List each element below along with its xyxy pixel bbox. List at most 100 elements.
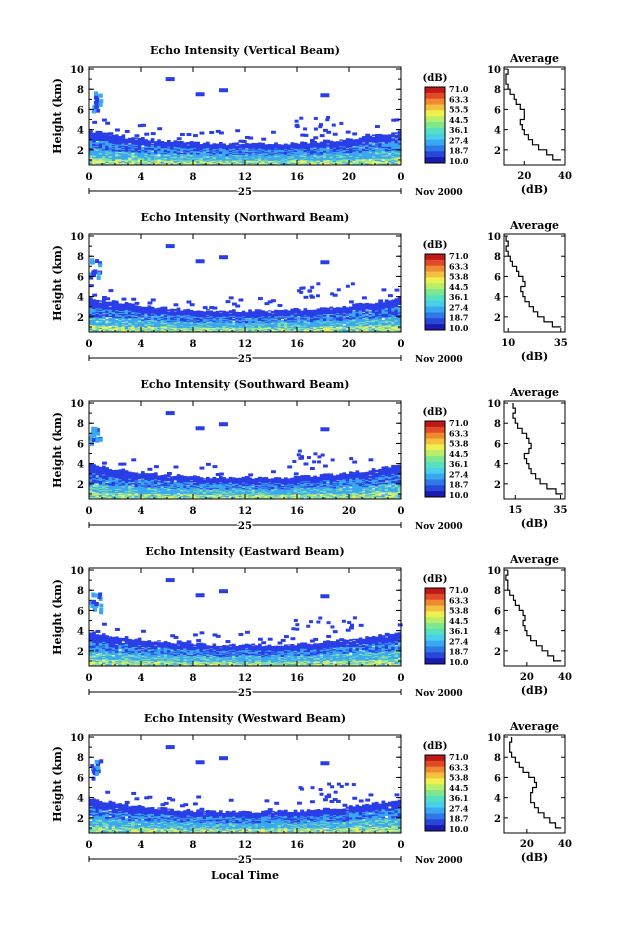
echo-cell: [173, 148, 178, 150]
echo-cell: [212, 144, 217, 146]
echo-cell: [261, 155, 265, 157]
echo-cell: [180, 146, 184, 148]
echo-cell: [287, 161, 291, 163]
echo-cell: [342, 305, 347, 308]
echo-cell: [131, 320, 135, 323]
echo-cell: [160, 316, 165, 318]
echo-cell: [121, 143, 126, 145]
echo-cell: [137, 151, 142, 153]
echo-cell: [108, 142, 113, 145]
echo-cell: [228, 151, 233, 153]
y-tick-label: 4: [77, 126, 84, 137]
echo-cell: [215, 145, 220, 148]
echo-cell: [196, 156, 200, 158]
echo-cell: [329, 142, 334, 144]
echo-cell: [176, 313, 181, 315]
echo-cell: [108, 314, 113, 317]
echo-cell: [134, 152, 139, 154]
echo-cell: [209, 149, 213, 151]
echo-cell: [306, 151, 311, 153]
echo-cell: [297, 152, 301, 154]
echo-cell: [219, 152, 223, 154]
echo-cell: [170, 158, 174, 160]
echo-cell: [157, 323, 161, 325]
echo-cell: [144, 161, 148, 163]
echo-cell: [176, 150, 181, 152]
echo-cell: [271, 152, 275, 154]
echo-cell: [186, 149, 191, 151]
echo-cell: [137, 323, 142, 325]
echo-cell: [316, 163, 321, 165]
echo-cell: [134, 144, 139, 146]
echo-cell: [297, 145, 301, 147]
echo-cell: [147, 155, 152, 157]
echo-cell: [186, 162, 191, 164]
echo-cell: [134, 327, 139, 329]
echo-cell: [225, 153, 230, 155]
echo-cell: [274, 162, 278, 164]
echo-cell: [342, 154, 347, 156]
echo-cell: [306, 322, 311, 324]
echo-cell: [137, 141, 142, 144]
echo-cell: [131, 308, 135, 311]
echo-cell: [306, 144, 311, 147]
echo-cell: [313, 153, 317, 155]
echo-cell: [98, 329, 103, 332]
echo-cell: [134, 145, 139, 147]
echo-cell: [157, 161, 161, 163]
echo-cell: [316, 154, 321, 156]
echo-cell: [358, 162, 363, 164]
echo-cell: [267, 146, 272, 149]
echo-cell: [147, 312, 152, 315]
echo-cell: [154, 160, 158, 162]
echo-cell: [183, 153, 187, 155]
echo-cell: [98, 319, 103, 322]
echo-cell: [264, 156, 269, 158]
echo-cell: [319, 307, 324, 309]
echo-cell: [121, 323, 126, 326]
echo-cell: [199, 163, 204, 165]
echo-cell: [105, 308, 109, 310]
echo-cell: [131, 138, 135, 140]
echo-cell: [209, 131, 215, 134]
echo-cell: [245, 325, 249, 327]
echo-cell: [384, 149, 389, 152]
echo-cell: [219, 131, 224, 135]
echo-cell: [147, 315, 152, 318]
echo-cell: [180, 160, 184, 162]
echo-cell: [251, 147, 256, 149]
echo-cell: [102, 132, 106, 135]
echo-cell: [326, 140, 330, 142]
echo-cell: [98, 316, 103, 318]
echo-cell: [339, 149, 343, 151]
echo-cell: [193, 159, 197, 162]
echo-cell: [336, 163, 340, 165]
echo-cell: [160, 151, 165, 153]
echo-cell: [384, 141, 389, 143]
echo-cell: [397, 150, 402, 152]
echo-cell: [102, 118, 107, 122]
colorbar-swatch: [425, 98, 445, 106]
echo-cell: [128, 153, 132, 156]
echo-cell: [248, 319, 252, 321]
echo-cell: [183, 319, 187, 322]
echo-cell: [345, 160, 350, 162]
echo-cell: [287, 148, 291, 150]
echo-cell: [222, 146, 226, 148]
echo-cell: [241, 152, 246, 155]
echo-cell: [154, 153, 158, 156]
echo-cell: [176, 155, 181, 157]
echo-cell: [384, 156, 389, 158]
echo-cell: [89, 142, 93, 145]
echo-cell: [160, 313, 165, 315]
echo-cell: [170, 322, 174, 325]
echo-cell: [378, 140, 382, 143]
echo-cell: [121, 144, 126, 146]
echo-cell: [186, 157, 191, 159]
echo-cell: [108, 154, 113, 156]
echo-cell: [102, 160, 106, 162]
echo-cell: [170, 311, 174, 314]
echo-cell: [118, 306, 122, 308]
echo-cell: [189, 147, 194, 150]
echo-cell: [102, 305, 106, 308]
